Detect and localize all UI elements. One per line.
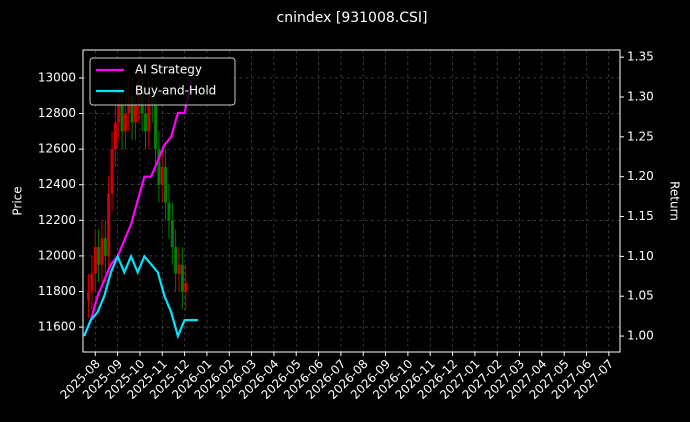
candle-body [100,238,104,265]
line-series [83,80,193,337]
line-series [83,253,198,340]
y2-tick-label: 1.35 [627,50,654,64]
candle-body [113,122,117,150]
y-tick-label: 12000 [38,248,76,262]
chart-title: cnindex [931008.CSI] [277,10,428,26]
candle-body [157,149,161,185]
candle-body [170,220,174,248]
y-tick-label: 11800 [38,284,76,298]
candle-body [160,166,164,185]
legend-box [89,57,236,106]
y2-tick-label: 1.20 [627,169,654,183]
y2-tick-label: 1.00 [627,329,654,343]
candle-body [164,166,168,203]
candle-body [174,247,178,274]
y2-axis-label: Return [668,181,682,221]
candle-body [103,238,107,256]
candle-body [93,247,97,274]
y-tick-label: 13000 [38,70,76,84]
candle-body [87,291,91,301]
plot-frame [82,49,621,353]
y-tick-label: 12400 [38,177,76,191]
y-tick-label: 12200 [38,213,76,227]
y2-tick-label: 1.30 [627,90,654,104]
y-tick-label: 11600 [38,320,76,334]
candle-body [133,104,137,123]
legend-label: AI Strategy [135,63,202,77]
candle-body [120,104,124,132]
y-tick-label: 12600 [38,142,76,156]
candle-body [97,247,101,265]
candle-body [184,282,188,292]
legend-label: Buy-and-Hold [135,84,216,98]
candle-body [144,113,148,132]
y2-tick-label: 1.10 [627,249,654,263]
y-axis-label: Price [11,186,25,215]
y2-tick-label: 1.05 [627,289,654,303]
y2-tick-label: 1.15 [627,209,654,223]
candle-body [117,104,121,123]
candle-body [180,264,184,292]
candle-body [110,149,114,194]
candle-body [147,95,151,132]
candle-body [177,264,181,274]
candle-body [154,104,158,150]
candle-body [107,193,111,256]
y2-tick-label: 1.25 [627,129,654,143]
candle-body [130,95,134,123]
y-tick-label: 12800 [38,106,76,120]
candle-body [123,113,127,132]
candle-body [167,202,171,221]
candle-body [90,273,94,292]
